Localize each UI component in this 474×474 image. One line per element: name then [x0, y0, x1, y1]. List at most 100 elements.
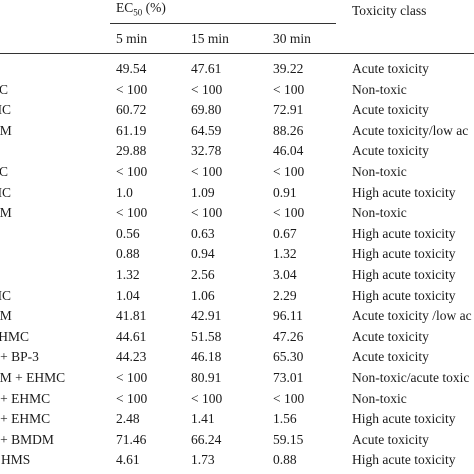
table-row: 3 + EHMC < 100 < 100 < 100 Non-toxic — [0, 388, 474, 409]
ec50-30min-cell: 88.26 — [273, 122, 304, 138]
table-row: BC < 100 < 100 < 100 Non-toxic — [0, 79, 474, 100]
toxicity-class-cell: Non-toxic — [352, 205, 407, 221]
ec50-15min-cell: 51.58 — [191, 328, 222, 344]
ec50-5min-cell: 44.23 — [116, 349, 147, 365]
ec50-unit: (%) — [142, 0, 166, 15]
ec50-15min-cell: 32.78 — [191, 143, 222, 159]
ec50-5min-cell: < 100 — [116, 205, 148, 221]
compound-cell: MC — [0, 102, 12, 118]
ec50-15min-cell: 46.18 — [191, 349, 222, 365]
ec50-30min-cell: < 100 — [273, 164, 305, 179]
ec50-15min-cell: 47.61 — [191, 61, 222, 76]
compound-cell: 3 + BMDM — [0, 431, 54, 447]
ec50-15min-cell: < 100 — [191, 164, 223, 179]
ec50-5min-cell: 29.88 — [116, 143, 147, 159]
ec50-15min-cell: 0.63 — [191, 225, 215, 241]
time-header-5min: 5 min — [116, 31, 148, 46]
ec50-15min-cell: 1.09 — [191, 184, 215, 200]
ec50-15min-cell: 66.24 — [191, 431, 222, 447]
compound-cell: BC — [0, 81, 9, 97]
compound-cell: 2 + BP-3 — [0, 349, 39, 365]
toxicity-class-cell: Acute toxicity /low ac — [352, 308, 472, 324]
ec50-15min-cell: 1.41 — [191, 411, 215, 427]
ec50-header: EC50 (%) — [116, 0, 166, 21]
ec50-15min-cell: < 100 — [191, 81, 223, 97]
ec50-30min-cell: 59.15 — [273, 431, 304, 447]
table-row: DM 61.19 64.59 88.26 Acute toxicity/low ac — [0, 120, 474, 141]
toxicity-class-cell: Non-toxic — [352, 164, 407, 179]
toxicity-class-header: Toxicity class — [352, 3, 427, 18]
toxicity-class-cell: High acute toxicity — [352, 452, 456, 468]
compound-cell: DM + EHMC — [0, 370, 66, 385]
header-span-rule — [110, 23, 336, 24]
toxicity-class-cell: High acute toxicity — [352, 267, 456, 282]
ec50-5min-cell: 61.19 — [116, 122, 147, 138]
ec50-5min-cell: 71.46 — [116, 431, 147, 447]
ec50-30min-cell: 39.22 — [273, 61, 304, 76]
toxicity-class-cell: High acute toxicity — [352, 411, 456, 427]
ec50-30min-cell: 2.29 — [273, 287, 297, 303]
ec50-30min-cell: 65.30 — [273, 349, 304, 365]
ec50-30min-cell: 73.01 — [273, 370, 304, 385]
compound-cell: EHMC — [0, 328, 30, 344]
ec50-5min-cell: 1.32 — [116, 267, 140, 282]
ec50-5min-cell: 2.48 — [116, 411, 140, 427]
ec50-30min-cell: < 100 — [273, 390, 305, 406]
ec50-30min-cell: 0.67 — [273, 225, 297, 241]
table-row: MC 60.72 69.80 72.91 Acute toxicity — [0, 99, 474, 120]
table-row: 3 + BMDM 71.46 66.24 59.15 Acute toxicity — [0, 429, 474, 450]
ec50-5min-cell: 41.81 — [116, 308, 147, 324]
ec50-30min-cell: 0.88 — [273, 452, 297, 468]
toxicity-class-cell: Non-toxic — [352, 390, 407, 406]
ec50-subscript: 50 — [133, 7, 143, 18]
table-row: 2 + BP-3 44.23 46.18 65.30 Acute toxicity — [0, 346, 474, 367]
ec50-5min-cell: < 100 — [116, 370, 148, 385]
ec50-30min-cell: 47.26 — [273, 328, 304, 344]
ec50-30min-cell: < 100 — [273, 81, 305, 97]
toxicity-class-cell: Acute toxicity — [352, 143, 429, 159]
toxicity-class-cell: Acute toxicity — [352, 349, 429, 365]
compound-cell: 3 + EHMC — [0, 390, 51, 406]
table-row: DM < 100 < 100 < 100 Non-toxic — [0, 202, 474, 223]
toxicity-class-cell: Acute toxicity — [352, 61, 429, 76]
ec50-5min-cell: 1.0 — [116, 184, 133, 200]
compound-cell: DM — [0, 122, 12, 138]
time-header-15min: 15 min — [191, 31, 229, 46]
toxicity-class-cell: Acute toxicity — [352, 102, 429, 118]
ec50-30min-cell: 46.04 — [273, 143, 304, 159]
ec50-15min-cell: 64.59 — [191, 122, 222, 138]
table-row: 3 + EHMC 2.48 1.41 1.56 High acute toxicity — [0, 408, 474, 429]
ec50-5min-cell: 49.54 — [116, 61, 147, 76]
table-row: MC 1.0 1.09 0.91 High acute toxicity — [0, 182, 474, 203]
table-row: DM 41.81 42.91 96.11 Acute toxicity /low ac — [0, 305, 474, 326]
toxicity-class-cell: High acute toxicity — [352, 246, 456, 262]
toxicity-class-cell: Acute toxicity — [352, 431, 429, 447]
table-row: 0.88 0.94 1.32 High acute toxicity — [0, 243, 474, 264]
table-row: + HMS 4.61 1.73 0.88 High acute toxicity — [0, 449, 474, 470]
compound-cell: 3 + EHMC — [0, 411, 51, 427]
ec50-30min-cell: 3.04 — [273, 267, 297, 282]
ec50-15min-cell: 80.91 — [191, 370, 222, 385]
ec50-15min-cell: 1.06 — [191, 287, 215, 303]
table-row: DM + EHMC < 100 80.91 73.01 Non-toxic/acute … — [0, 367, 474, 388]
toxicity-class-cell: Non-toxic — [352, 81, 407, 97]
compound-cell: BC — [0, 164, 9, 179]
ec50-5min-cell: 0.88 — [116, 246, 140, 262]
table-row: MC 1.04 1.06 2.29 High acute toxicity — [0, 285, 474, 306]
ec50-5min-cell: 4.61 — [116, 452, 140, 468]
ec50-15min-cell: < 100 — [191, 205, 223, 221]
ec50-30min-cell: 0.91 — [273, 184, 297, 200]
ec50-15min-cell: < 100 — [191, 390, 223, 406]
ec50-30min-cell: 72.91 — [273, 102, 304, 118]
ec50-30min-cell: 1.32 — [273, 246, 297, 262]
ec50-15min-cell: 42.91 — [191, 308, 222, 324]
ec50-15min-cell: 69.80 — [191, 102, 222, 118]
toxicity-class-cell: Acute toxicity/low ac — [352, 122, 469, 138]
compound-cell: + HMS — [0, 452, 31, 468]
compound-cell: MC — [0, 184, 12, 200]
ec50-30min-cell: 96.11 — [273, 308, 303, 324]
